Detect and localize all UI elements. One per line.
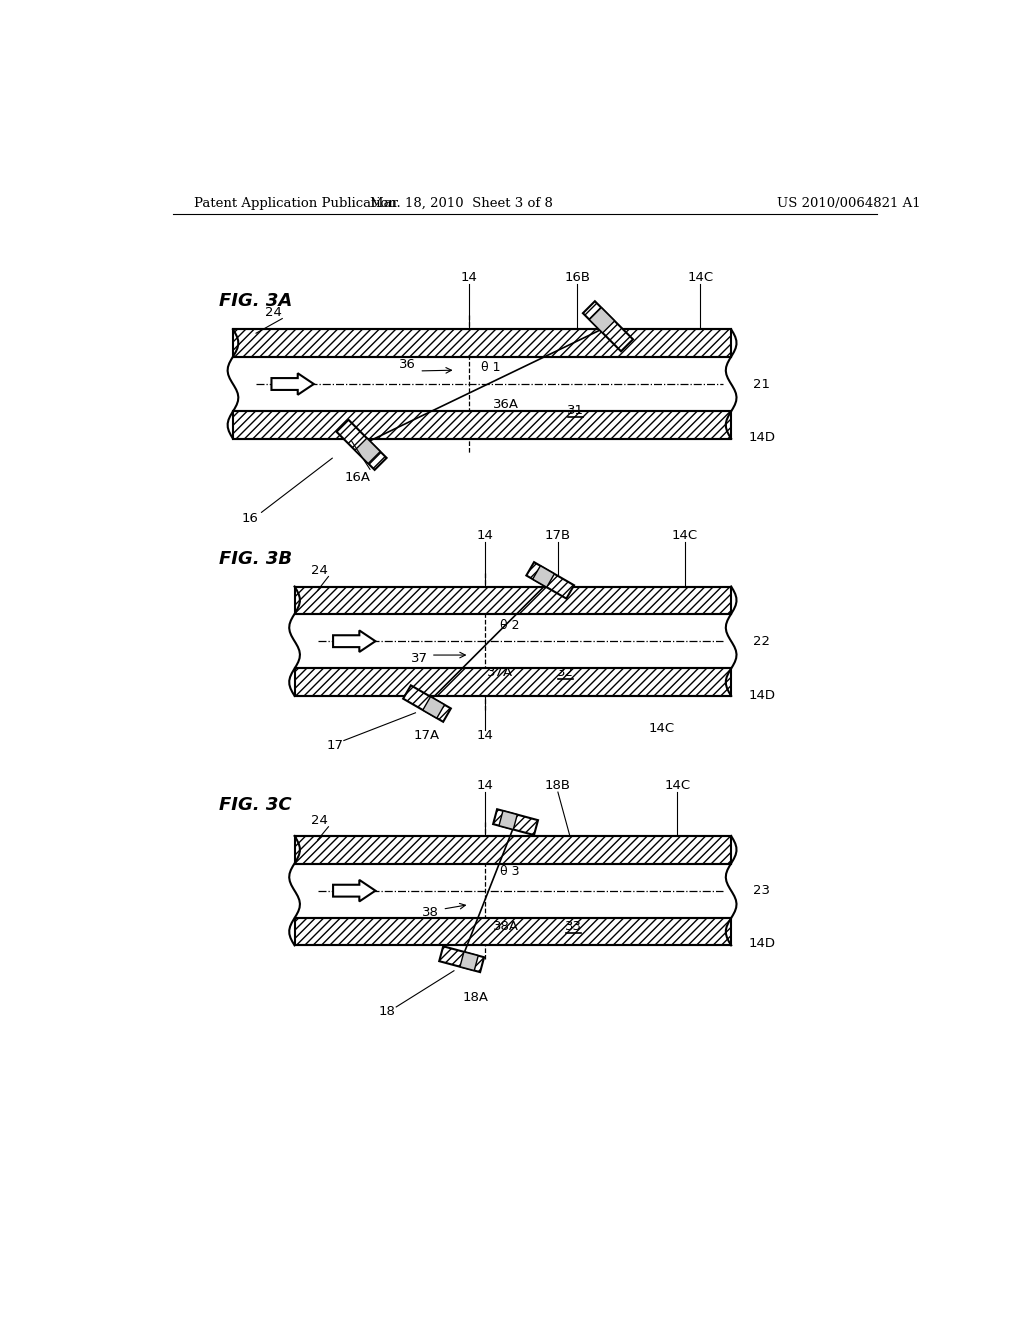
Text: 33: 33 xyxy=(565,920,582,933)
Bar xyxy=(295,836,731,863)
Text: 14C: 14C xyxy=(687,271,714,284)
Text: 36A: 36A xyxy=(493,399,518,412)
Text: 18B: 18B xyxy=(545,779,571,792)
Text: 14C: 14C xyxy=(649,722,675,735)
Text: 14: 14 xyxy=(476,730,494,742)
Text: 21: 21 xyxy=(754,378,770,391)
Polygon shape xyxy=(494,809,538,836)
Polygon shape xyxy=(460,952,478,970)
Text: 14D: 14D xyxy=(749,689,775,702)
Bar xyxy=(233,411,731,438)
Text: 37A: 37A xyxy=(487,667,513,680)
Text: FIG. 3B: FIG. 3B xyxy=(219,550,292,568)
Polygon shape xyxy=(333,880,376,902)
Bar xyxy=(295,668,731,696)
Text: 16A: 16A xyxy=(345,471,371,484)
Text: θ 3: θ 3 xyxy=(500,865,519,878)
Polygon shape xyxy=(423,697,444,718)
Polygon shape xyxy=(355,438,380,463)
Text: Mar. 18, 2010  Sheet 3 of 8: Mar. 18, 2010 Sheet 3 of 8 xyxy=(371,197,553,210)
Polygon shape xyxy=(337,420,387,470)
Text: 14D: 14D xyxy=(749,937,775,950)
Text: 14: 14 xyxy=(476,779,494,792)
Text: θ 2: θ 2 xyxy=(500,619,519,632)
Text: Patent Application Publication: Patent Application Publication xyxy=(194,197,396,210)
Text: 16B: 16B xyxy=(564,271,590,284)
Polygon shape xyxy=(439,946,484,972)
Text: 24: 24 xyxy=(264,306,282,319)
Polygon shape xyxy=(589,308,614,333)
Text: 17A: 17A xyxy=(414,730,440,742)
Polygon shape xyxy=(403,685,451,722)
Text: 18: 18 xyxy=(379,1005,395,1018)
Text: 14C: 14C xyxy=(672,529,698,543)
Polygon shape xyxy=(526,562,574,598)
Text: FIG. 3C: FIG. 3C xyxy=(219,796,292,814)
Text: 16: 16 xyxy=(242,512,258,525)
Text: 17B: 17B xyxy=(545,529,571,543)
Polygon shape xyxy=(271,374,313,395)
Bar xyxy=(295,586,731,614)
Text: US 2010/0064821 A1: US 2010/0064821 A1 xyxy=(777,197,921,210)
Text: 23: 23 xyxy=(754,884,770,898)
Text: 38A: 38A xyxy=(493,920,518,933)
Text: FIG. 3A: FIG. 3A xyxy=(219,292,293,310)
Text: 14D: 14D xyxy=(749,430,775,444)
Polygon shape xyxy=(532,566,554,587)
Bar xyxy=(233,330,731,358)
Text: 24: 24 xyxy=(310,814,328,828)
Polygon shape xyxy=(333,631,376,652)
Text: 32: 32 xyxy=(557,667,574,680)
Text: 38: 38 xyxy=(423,907,439,920)
Text: 17: 17 xyxy=(326,739,343,751)
Polygon shape xyxy=(499,810,517,829)
Text: 18A: 18A xyxy=(463,991,488,1005)
Bar xyxy=(295,917,731,945)
Text: θ 1: θ 1 xyxy=(481,360,501,374)
Polygon shape xyxy=(583,301,633,351)
Text: 22: 22 xyxy=(754,635,770,648)
Text: 14C: 14C xyxy=(665,779,690,792)
Text: 14: 14 xyxy=(461,271,478,284)
Text: 14: 14 xyxy=(476,529,494,543)
Text: 37: 37 xyxy=(411,652,428,665)
Text: 36: 36 xyxy=(399,358,416,371)
Text: 31: 31 xyxy=(567,404,584,417)
Text: 24: 24 xyxy=(310,564,328,577)
